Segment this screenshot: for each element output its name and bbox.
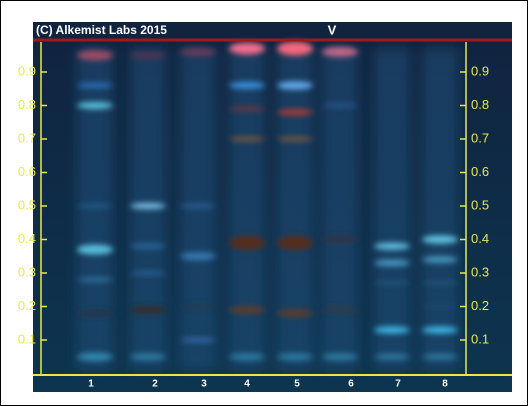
- lane-label: 2: [152, 379, 158, 390]
- band: [229, 42, 265, 55]
- band: [229, 306, 265, 314]
- lane-streak: [374, 48, 410, 370]
- band: [130, 243, 166, 250]
- band: [180, 252, 216, 261]
- band: [277, 108, 313, 116]
- scale-label: 0.3: [471, 264, 489, 279]
- band: [180, 338, 216, 342]
- lane-label: 1: [88, 379, 94, 390]
- scale-label: 0.2: [18, 298, 36, 313]
- band: [422, 353, 458, 360]
- band: [130, 306, 166, 314]
- band: [77, 277, 113, 283]
- band: [277, 41, 313, 56]
- band: [130, 353, 166, 361]
- band: [130, 270, 166, 276]
- scale-label: 0.7: [471, 130, 489, 145]
- band: [229, 353, 265, 361]
- scale-label: 0.5: [18, 197, 36, 212]
- band: [374, 259, 410, 266]
- scale-label: 0.4: [18, 231, 36, 246]
- band: [322, 353, 358, 361]
- band: [229, 81, 265, 89]
- band: [277, 136, 313, 142]
- band: [374, 242, 410, 250]
- band: [322, 236, 358, 243]
- band: [77, 102, 113, 109]
- band: [374, 353, 410, 360]
- band: [374, 280, 410, 286]
- lane-label: 7: [395, 379, 401, 390]
- copyright: (C) Alkemist Labs 2015: [36, 23, 167, 37]
- bands: [77, 41, 458, 361]
- scale-label: 0.9: [471, 63, 489, 78]
- band: [229, 105, 265, 112]
- band: [422, 280, 458, 286]
- band: [180, 47, 216, 56]
- band: [422, 256, 458, 263]
- lane-label: 5: [294, 379, 300, 390]
- band: [322, 306, 358, 313]
- band: [229, 136, 265, 142]
- band: [180, 304, 216, 309]
- lane-streak: [77, 48, 113, 370]
- scale-label: 0.7: [18, 130, 36, 145]
- lane-streaks: [77, 48, 458, 370]
- scale-label: 0.9: [18, 63, 36, 78]
- scale-label: 0.1: [471, 331, 489, 346]
- band: [277, 235, 313, 250]
- band: [130, 203, 166, 209]
- lane-label: 4: [244, 379, 250, 390]
- scale-label: 0.3: [18, 264, 36, 279]
- scale-label: 0.8: [18, 97, 36, 112]
- lane-streak: [229, 48, 265, 370]
- scale-label: 0.6: [18, 164, 36, 179]
- band: [77, 244, 113, 255]
- lane-label: 6: [348, 379, 354, 390]
- band: [374, 326, 410, 334]
- band: [422, 235, 458, 244]
- lane-streak: [180, 48, 216, 370]
- band: [77, 203, 113, 209]
- band: [322, 103, 358, 108]
- band: [77, 352, 113, 361]
- scale-label: 0.2: [471, 298, 489, 313]
- band: [130, 51, 166, 60]
- band: [77, 50, 113, 61]
- lane-streak: [277, 48, 313, 370]
- band: [277, 81, 313, 90]
- lane-label: 3: [201, 379, 207, 390]
- scale-label: 0.1: [18, 331, 36, 346]
- scale-label: 0.8: [471, 97, 489, 112]
- band: [422, 304, 458, 309]
- marker: V: [328, 22, 337, 37]
- band: [77, 82, 113, 89]
- band: [77, 310, 113, 317]
- band: [229, 235, 265, 250]
- lane-streak: [322, 48, 358, 370]
- band: [322, 46, 358, 57]
- scale-label: 0.6: [471, 164, 489, 179]
- scale-label: 0.5: [471, 197, 489, 212]
- band: [277, 309, 313, 317]
- band: [180, 203, 216, 209]
- band: [422, 326, 458, 334]
- band: [277, 353, 313, 361]
- lane-label: 8: [442, 379, 448, 390]
- scale-label: 0.4: [471, 231, 489, 246]
- lane-streak: [422, 48, 458, 370]
